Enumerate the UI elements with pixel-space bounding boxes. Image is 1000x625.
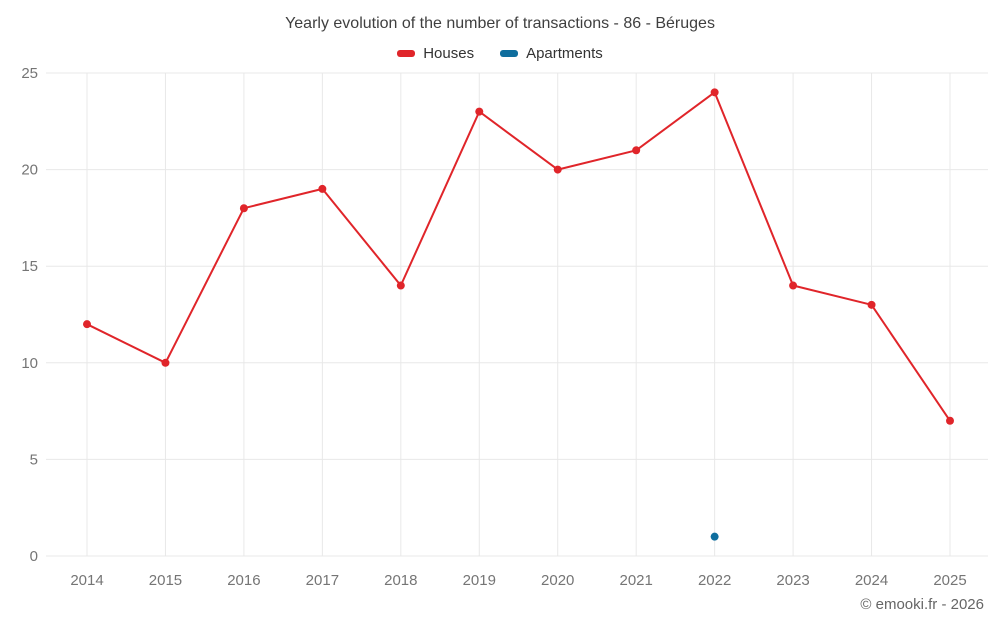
apartments-data-point[interactable]: [710, 532, 719, 541]
houses-data-point[interactable]: [946, 416, 954, 425]
legend: Houses Apartments: [0, 45, 1000, 62]
copyright: © emooki.fr - 2026: [860, 596, 984, 613]
houses-legend-label: Houses: [423, 45, 475, 62]
houses-data-point[interactable]: [239, 204, 248, 213]
apartments-legend-label: Apartments: [526, 45, 603, 62]
y-axis-tick-label: 10: [21, 355, 38, 372]
houses-data-point[interactable]: [161, 358, 170, 367]
y-axis-tick-label: 25: [21, 65, 38, 82]
legend-item-apartments[interactable]: Apartments: [500, 45, 603, 62]
houses-data-point[interactable]: [632, 146, 641, 155]
chart-title: Yearly evolution of the number of transa…: [285, 15, 715, 32]
houses-data-point[interactable]: [475, 107, 484, 116]
y-axis-tick-label: 20: [21, 162, 38, 179]
x-axis-tick-label: 2021: [619, 572, 652, 589]
houses-data-point[interactable]: [553, 165, 562, 174]
apartments-legend-swatch: [500, 50, 519, 57]
x-axis-tick-label: 2014: [70, 572, 103, 589]
x-axis-tick-label: 2016: [227, 572, 260, 589]
houses-data-point[interactable]: [710, 88, 719, 97]
x-axis-tick-label: 2019: [463, 572, 496, 589]
houses-data-point[interactable]: [318, 184, 327, 193]
y-axis-tick-label: 0: [30, 548, 38, 565]
houses-data-point[interactable]: [867, 300, 876, 309]
y-axis-tick-label: 5: [30, 451, 38, 468]
x-axis-tick-label: 2022: [698, 572, 731, 589]
houses-line: [86, 91, 951, 422]
x-axis-tick-label: 2020: [541, 572, 574, 589]
houses-legend-swatch: [397, 50, 416, 57]
x-axis-tick-label: 2025: [933, 572, 966, 589]
houses-data-point[interactable]: [789, 281, 798, 290]
x-axis-tick-label: 2018: [384, 572, 417, 589]
y-axis-tick-label: 15: [21, 258, 38, 275]
houses-data-point[interactable]: [83, 320, 91, 329]
x-axis-tick-label: 2023: [776, 572, 809, 589]
houses-data-point[interactable]: [396, 281, 405, 290]
x-axis-tick-label: 2017: [306, 572, 339, 589]
x-axis-tick-label: 2015: [149, 572, 182, 589]
x-axis-tick-label: 2024: [855, 572, 888, 589]
legend-item-houses[interactable]: Houses: [397, 45, 474, 62]
